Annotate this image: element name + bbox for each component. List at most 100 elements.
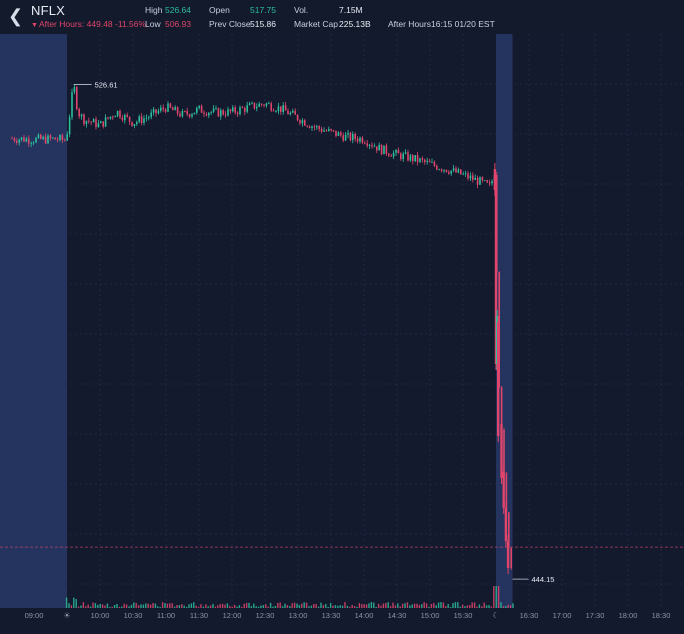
candle-body [462, 173, 464, 175]
volume-bar [85, 606, 87, 608]
candle-body [186, 111, 188, 115]
volume-bar [260, 605, 262, 608]
candle-body [30, 143, 32, 144]
candle-body [64, 139, 66, 141]
volume-bar [291, 603, 293, 608]
volume-bar [483, 602, 485, 608]
candle-body [68, 117, 71, 134]
candle-body [32, 142, 35, 144]
candle-body [318, 126, 320, 129]
candle-body [342, 135, 344, 141]
candle-body [402, 153, 404, 160]
volume-bar [296, 603, 298, 608]
volume-bar [135, 602, 137, 608]
volume-bar [101, 604, 104, 608]
candle-body [373, 146, 376, 148]
volume-bar [277, 602, 279, 608]
volume-bar [469, 605, 471, 608]
candle-body [260, 103, 263, 105]
candle-body [28, 138, 30, 144]
after-hours-change: ▼After Hours: 449.48 -11.56% [31, 19, 146, 29]
x-axis-tick-label: 09:00 [25, 611, 44, 620]
candle-body [344, 134, 347, 141]
volume-bar [341, 605, 344, 608]
candle-body [234, 107, 236, 113]
volume-value: 7.15M [339, 5, 363, 15]
volume-bar [320, 602, 322, 608]
last-price-label: 444.15 [532, 575, 555, 584]
volume-bar [73, 597, 75, 608]
candle-body [404, 152, 407, 154]
volume-bar [298, 605, 301, 608]
candle-body [354, 133, 356, 139]
candle-body [222, 110, 224, 115]
candle-body [35, 137, 37, 143]
volume-bar [301, 603, 303, 608]
candle-body [148, 117, 150, 119]
volume-bar [382, 603, 385, 608]
candle-body [109, 116, 112, 119]
volume-bar [394, 605, 397, 608]
candle-body [294, 110, 296, 115]
candle-body [246, 105, 248, 112]
volume-bar [121, 606, 123, 608]
candle-body [126, 114, 128, 117]
volume-bar [457, 602, 459, 608]
volume-bar [241, 606, 243, 608]
back-chevron-icon[interactable]: ❮ [8, 6, 24, 26]
candle-body [184, 111, 186, 112]
candle-body [229, 109, 232, 112]
candle-body [431, 162, 433, 163]
candle-body [256, 106, 258, 109]
volume-bar [399, 606, 401, 608]
candle-body [491, 181, 493, 184]
prev-close-label: Prev Close [209, 19, 251, 29]
candle-body [421, 158, 424, 160]
volume-bar [449, 606, 452, 608]
candle-body [11, 138, 13, 140]
x-axis-tick-label: 18:00 [619, 611, 638, 620]
candle-body [54, 137, 56, 140]
x-axis-tick-label: 13:00 [289, 611, 308, 620]
candle-body [20, 137, 23, 140]
candle-body [176, 107, 179, 114]
after-hours-timestamp: After Hours16:15 01/20 EST [388, 19, 495, 29]
candle-body [395, 149, 397, 153]
volume-bar [325, 603, 327, 608]
candle-body [328, 128, 330, 131]
candle-body [73, 87, 76, 93]
candle-body [265, 103, 268, 106]
volume-bar [202, 606, 205, 608]
candle-body [428, 160, 431, 163]
candle-body [359, 137, 361, 142]
volume-bar [303, 602, 305, 608]
extended-hours-band [496, 34, 513, 608]
volume-bar [104, 605, 106, 608]
volume-bar [490, 606, 493, 608]
candle-body [433, 162, 436, 166]
volume-bar [147, 603, 149, 608]
candles [11, 84, 512, 571]
volume-bar [481, 606, 483, 608]
candle-body [313, 126, 316, 128]
volume-bar [284, 603, 286, 608]
volume-bar [356, 606, 358, 608]
candle-body [13, 138, 16, 141]
candle-body [71, 92, 73, 118]
candle-body [107, 117, 109, 119]
volume-bar [173, 606, 176, 608]
volume-bar [188, 604, 190, 608]
candle-body [112, 116, 114, 118]
volume-bar [171, 603, 173, 608]
candle-body [332, 130, 335, 132]
candle-body [104, 117, 107, 127]
volume-bars [65, 586, 514, 608]
candle-body [42, 136, 44, 139]
volume-bar [430, 604, 433, 608]
volume-bar [265, 604, 267, 608]
price-chart[interactable]: 526.61 444.15 09:00 10:00 10:30 11:00 11:30 12:… [0, 34, 684, 634]
candle-body [445, 169, 448, 173]
volume-bar [142, 604, 145, 608]
volume-bar [428, 606, 430, 608]
candle-body [368, 144, 371, 146]
